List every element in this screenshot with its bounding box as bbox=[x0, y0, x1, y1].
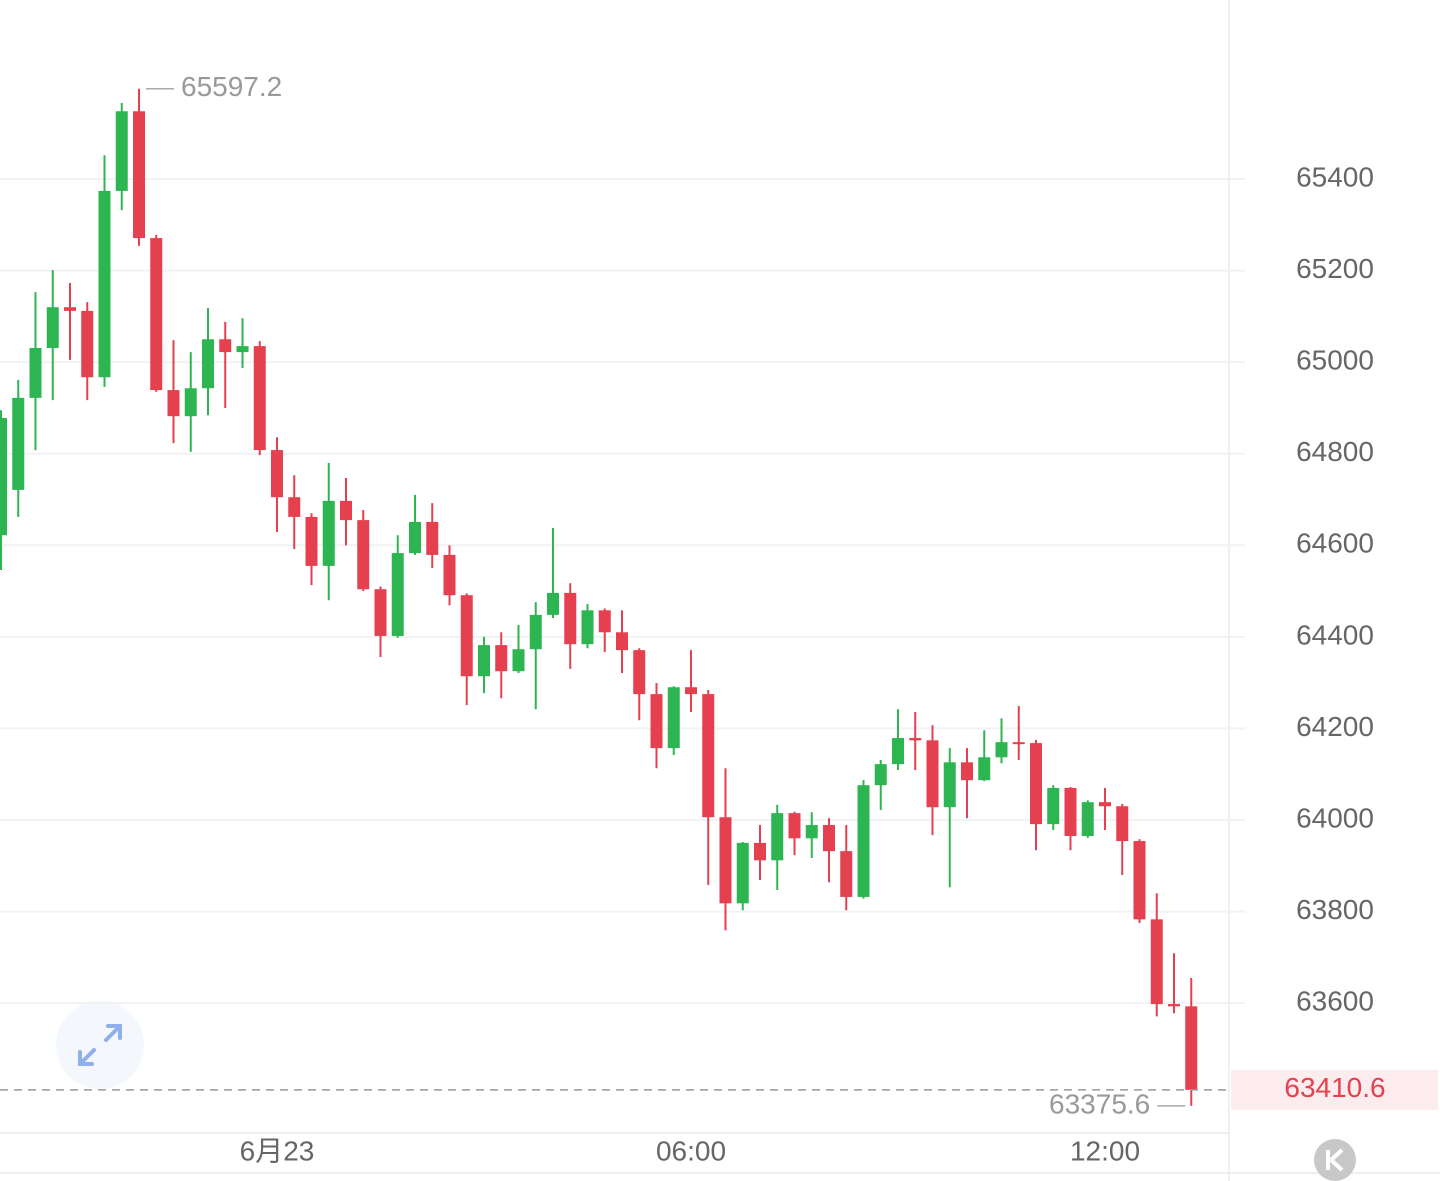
y-tick-label: 64800 bbox=[1296, 436, 1374, 467]
candle-body bbox=[1081, 802, 1094, 837]
candle-body bbox=[754, 842, 766, 861]
candle-body bbox=[1150, 919, 1163, 1005]
candle-body bbox=[12, 397, 25, 490]
candle-body bbox=[340, 500, 352, 521]
candle-body bbox=[995, 742, 1008, 758]
candle-body bbox=[322, 500, 335, 566]
candle-body bbox=[1030, 743, 1042, 825]
candle-body bbox=[391, 553, 404, 636]
y-tick-label: 63800 bbox=[1296, 894, 1374, 925]
y-tick-label: 65400 bbox=[1296, 161, 1374, 192]
candle-body bbox=[1099, 802, 1111, 807]
expand-icon[interactable] bbox=[78, 1024, 122, 1066]
candle-body bbox=[236, 346, 249, 353]
candle-body bbox=[616, 632, 628, 651]
candle-body bbox=[460, 595, 473, 677]
min-label: 63375.6 bbox=[1049, 1088, 1150, 1119]
candle-body bbox=[495, 645, 508, 672]
candle-body bbox=[978, 757, 991, 781]
candle-body bbox=[581, 610, 594, 645]
candle-body bbox=[788, 813, 801, 839]
k-bg[interactable] bbox=[1314, 1139, 1356, 1181]
candle-body bbox=[961, 762, 973, 781]
candle-body bbox=[409, 521, 421, 554]
candle-body bbox=[288, 497, 301, 517]
y-tick-label: 64000 bbox=[1296, 802, 1374, 833]
candle-body bbox=[823, 825, 835, 852]
candle-body bbox=[115, 111, 128, 191]
candle-body bbox=[1133, 841, 1146, 920]
y-tick-label: 65000 bbox=[1296, 345, 1374, 376]
k-icon[interactable] bbox=[1326, 1148, 1344, 1172]
candle-body bbox=[564, 592, 577, 645]
candle-body bbox=[46, 307, 59, 348]
candle-body bbox=[926, 740, 939, 808]
candle-body bbox=[1064, 787, 1077, 837]
candle-body bbox=[305, 516, 318, 566]
k-button[interactable] bbox=[1314, 1139, 1356, 1181]
candle-body bbox=[840, 851, 853, 897]
candle-body bbox=[805, 825, 818, 839]
candle-body bbox=[426, 521, 439, 555]
candle-body bbox=[512, 649, 525, 672]
y-tick-label: 64600 bbox=[1296, 528, 1374, 559]
y-tick-label: 65200 bbox=[1296, 253, 1374, 284]
last-price-label: 63410.6 bbox=[1284, 1072, 1385, 1103]
candle-body bbox=[650, 694, 663, 749]
expand-bg[interactable] bbox=[56, 1001, 144, 1089]
candle-body bbox=[150, 238, 163, 391]
candle-body bbox=[892, 738, 904, 765]
candle-body bbox=[857, 785, 870, 897]
candle-body bbox=[1185, 1006, 1198, 1090]
expand-button[interactable] bbox=[56, 1001, 144, 1089]
candle-body bbox=[598, 610, 611, 633]
candle-body bbox=[29, 347, 42, 398]
candle-body bbox=[202, 339, 214, 389]
y-tick-label: 64400 bbox=[1296, 619, 1374, 650]
candle-body bbox=[271, 450, 283, 498]
y-tick-label: 63600 bbox=[1296, 986, 1374, 1017]
candle-body bbox=[702, 694, 715, 818]
candle-body bbox=[943, 762, 956, 808]
candle-body bbox=[374, 589, 387, 636]
candle-body bbox=[357, 520, 370, 590]
x-tick-label: 6月23 bbox=[240, 1135, 315, 1166]
candle-body bbox=[719, 817, 732, 904]
max-label: 65597.2 bbox=[181, 71, 282, 102]
candle-body bbox=[219, 339, 232, 353]
candle-body bbox=[1047, 787, 1060, 825]
candle-body bbox=[529, 614, 542, 650]
candle-body bbox=[253, 346, 266, 451]
candle-body bbox=[667, 687, 680, 749]
candle-body bbox=[1116, 806, 1129, 842]
y-tick-label: 64200 bbox=[1296, 711, 1374, 742]
candle-body bbox=[736, 842, 749, 904]
candle-body bbox=[133, 111, 145, 239]
candle-body bbox=[478, 645, 490, 677]
candle-body bbox=[909, 738, 922, 741]
candle-body bbox=[874, 764, 887, 786]
candle-body bbox=[771, 813, 784, 861]
candle-body bbox=[0, 418, 7, 536]
candle-body bbox=[685, 687, 697, 695]
last-price-bg bbox=[1231, 1069, 1438, 1110]
candle-body bbox=[167, 390, 180, 417]
candle-body bbox=[184, 388, 197, 417]
candle-body bbox=[547, 592, 559, 615]
candle-body bbox=[1168, 1004, 1180, 1007]
x-tick-label: 06:00 bbox=[656, 1135, 726, 1166]
candle-body bbox=[1012, 742, 1025, 745]
candle-body bbox=[81, 310, 94, 378]
candle-body bbox=[98, 190, 111, 378]
candle-body bbox=[443, 554, 456, 596]
x-tick-label: 12:00 bbox=[1070, 1135, 1140, 1166]
candle-body bbox=[64, 307, 76, 311]
candle-body bbox=[633, 650, 646, 695]
